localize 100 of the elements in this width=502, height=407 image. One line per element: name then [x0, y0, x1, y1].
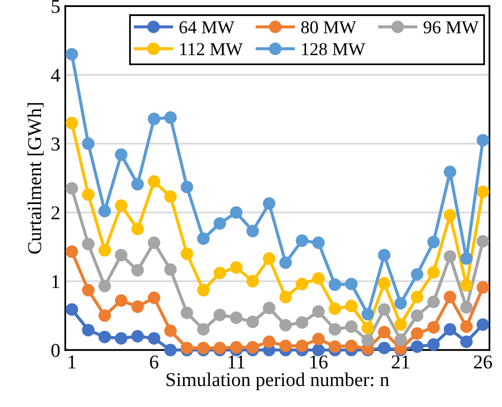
point — [148, 112, 160, 126]
point — [230, 206, 242, 219]
point — [476, 134, 490, 146]
point — [164, 344, 177, 356]
point — [476, 186, 490, 198]
point — [82, 137, 95, 150]
legend-label: 64 MW — [180, 21, 234, 34]
point — [214, 217, 226, 230]
point — [114, 332, 128, 345]
point — [312, 332, 325, 346]
point — [378, 248, 390, 262]
point — [410, 290, 424, 304]
point — [66, 303, 78, 316]
point — [180, 306, 194, 320]
y-tick-label: 2 — [52, 206, 60, 220]
y-axis-title: Curtailment [GWh] — [27, 103, 44, 254]
x-tick-label: 21 — [392, 356, 410, 368]
point — [345, 320, 358, 333]
point — [98, 330, 111, 344]
point — [410, 327, 424, 340]
x-tick-label: 1 — [68, 356, 76, 368]
point — [476, 281, 490, 294]
point — [296, 316, 308, 329]
point — [427, 338, 440, 351]
point — [98, 204, 111, 218]
point — [296, 340, 308, 352]
point — [460, 252, 473, 265]
point — [197, 323, 210, 336]
point — [279, 340, 292, 352]
point — [197, 284, 210, 296]
point — [98, 280, 111, 292]
point — [410, 268, 424, 281]
y-tick-label: 3 — [52, 138, 60, 151]
point — [378, 342, 390, 354]
point — [148, 175, 160, 188]
x-tick-label: 11 — [228, 356, 244, 368]
point — [230, 341, 242, 354]
legend-label: 128 MW — [302, 43, 366, 56]
point — [262, 252, 276, 265]
point — [131, 178, 144, 191]
point — [114, 148, 128, 161]
point — [279, 256, 292, 269]
x-tick-label: 16 — [310, 356, 328, 369]
point — [345, 340, 358, 352]
point — [246, 341, 259, 354]
point — [345, 300, 358, 312]
point — [279, 290, 292, 304]
legend-label: 80 MW — [301, 21, 356, 34]
point — [460, 279, 473, 292]
legend-label: 96 MW — [424, 21, 479, 34]
point — [427, 266, 440, 279]
point — [444, 208, 456, 222]
point — [378, 326, 390, 338]
point — [345, 278, 358, 290]
point — [230, 311, 242, 324]
point — [410, 309, 424, 322]
point — [114, 199, 128, 212]
point — [262, 336, 276, 348]
point — [164, 190, 177, 203]
point — [262, 302, 276, 314]
point — [394, 296, 407, 310]
point — [328, 323, 342, 336]
x-tick-label: 26 — [474, 356, 492, 369]
point — [444, 250, 456, 263]
point — [164, 263, 177, 276]
point — [328, 340, 342, 353]
point — [131, 330, 144, 343]
point — [82, 324, 95, 336]
point — [164, 111, 177, 124]
point — [98, 309, 111, 322]
point — [362, 334, 374, 347]
point — [312, 305, 325, 318]
point — [114, 248, 128, 262]
point — [197, 232, 210, 245]
point — [180, 180, 194, 194]
point — [82, 238, 95, 250]
point — [164, 324, 177, 338]
point — [246, 274, 259, 288]
point — [427, 296, 440, 308]
point — [378, 277, 390, 290]
y-tick-label: 0 — [51, 344, 60, 357]
y-tick-label: 1 — [52, 275, 60, 288]
point — [262, 197, 276, 210]
point — [394, 333, 407, 346]
point — [114, 294, 128, 307]
point — [131, 300, 144, 313]
point — [66, 182, 78, 195]
point — [296, 278, 308, 290]
point — [460, 320, 473, 333]
point — [82, 284, 95, 296]
point — [444, 323, 456, 336]
point — [460, 301, 473, 314]
point — [410, 340, 424, 353]
y-tick-label: 5 — [52, 0, 60, 14]
point — [66, 48, 78, 61]
point — [246, 316, 259, 328]
point — [312, 272, 325, 285]
point — [362, 322, 374, 334]
point — [246, 224, 259, 238]
point — [131, 222, 144, 236]
